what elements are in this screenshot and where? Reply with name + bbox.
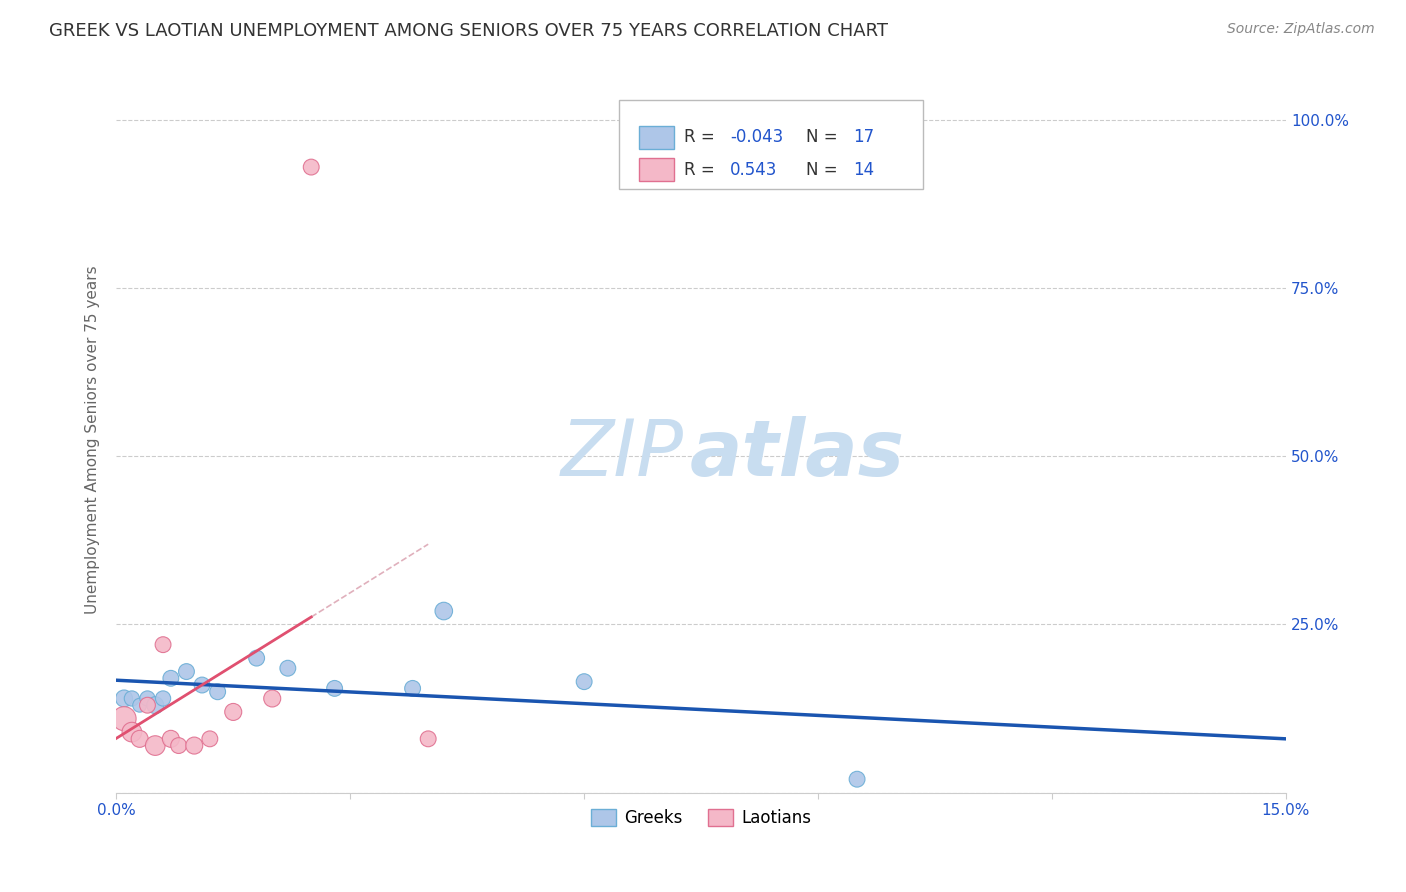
Point (207, 685, 229, 699)
Point (323, 681, 346, 696)
Point (277, 661, 299, 675)
Point (112, 712, 135, 726)
Point (846, 772, 869, 787)
Point (191, 678, 214, 692)
Point (433, 604, 456, 618)
Text: atlas: atlas (689, 416, 904, 491)
FancyBboxPatch shape (619, 101, 924, 189)
Point (136, 698, 159, 713)
Point (198, 731, 221, 746)
Point (136, 691, 159, 706)
Text: -0.043: -0.043 (730, 128, 783, 146)
Point (112, 691, 135, 706)
Text: GREEK VS LAOTIAN UNEMPLOYMENT AMONG SENIORS OVER 75 YEARS CORRELATION CHART: GREEK VS LAOTIAN UNEMPLOYMENT AMONG SENI… (49, 22, 889, 40)
Point (160, 731, 183, 746)
Text: 17: 17 (853, 128, 875, 146)
Legend: Greeks, Laotians: Greeks, Laotians (585, 802, 818, 834)
Point (160, 671, 183, 685)
Text: N =: N = (807, 161, 844, 178)
FancyBboxPatch shape (640, 159, 675, 181)
Point (176, 665, 198, 679)
Text: R =: R = (683, 128, 720, 146)
Point (418, 731, 440, 746)
Text: Source: ZipAtlas.com: Source: ZipAtlas.com (1227, 22, 1375, 37)
Point (121, 691, 143, 706)
Point (262, 691, 284, 706)
Point (222, 705, 245, 719)
Text: 0.543: 0.543 (730, 161, 778, 178)
Text: ZIP: ZIP (561, 416, 683, 491)
Text: N =: N = (807, 128, 844, 146)
Point (128, 698, 150, 713)
Point (401, 681, 423, 696)
Y-axis label: Unemployment Among Seniors over 75 years: Unemployment Among Seniors over 75 years (86, 265, 100, 614)
Point (152, 638, 174, 652)
FancyBboxPatch shape (640, 126, 675, 148)
Point (152, 691, 174, 706)
Point (246, 651, 269, 665)
Point (128, 731, 150, 746)
Text: R =: R = (683, 161, 720, 178)
Point (183, 739, 205, 753)
Point (121, 725, 143, 739)
Point (143, 698, 166, 713)
Point (299, 160, 322, 174)
Point (143, 739, 166, 753)
Text: 14: 14 (853, 161, 875, 178)
Point (572, 674, 595, 689)
Point (167, 739, 190, 753)
